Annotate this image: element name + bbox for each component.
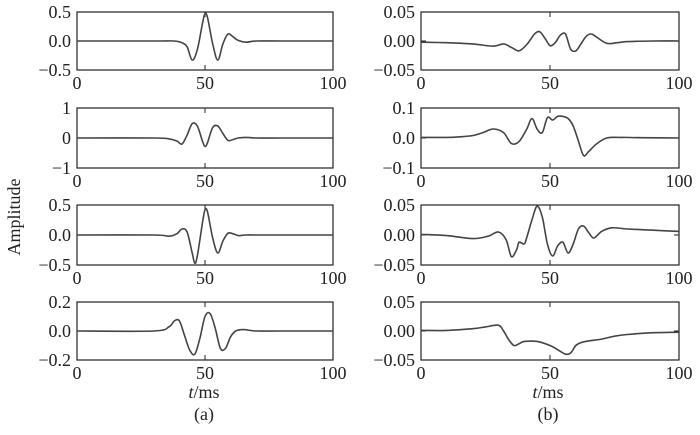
panel-a-1-ytick-label: 0.0	[49, 31, 72, 51]
panel-label-b: (b)	[538, 404, 559, 425]
panel-a-4: 0.2 0.0 −0.20 50 100	[38, 292, 346, 383]
panel-b-1-ytick-label: 0.00	[384, 31, 416, 51]
panel-a-3-ytick-label: 0.0	[49, 225, 72, 245]
panel-b-3-ytick-label: −0.05	[373, 255, 415, 275]
panel-a-2-ytick-label: 0	[62, 128, 71, 148]
panel-a-3-xtick-label: 50	[196, 268, 214, 288]
panel-a-3-ytick-label: 0.5	[49, 195, 72, 215]
panel-b-3-xtick-label: 0	[417, 268, 426, 288]
panel-a-3-xtick-label: 0	[73, 268, 82, 288]
panel-b-4-xtick-label: 100	[666, 363, 693, 383]
panel-a-2-series-line	[76, 122, 333, 148]
panel-b-3-ytick-label: 0.05	[384, 195, 416, 215]
panel-a-3-ytick-label: −0.5	[38, 255, 71, 275]
panel-a-2-xtick-label: 50	[196, 171, 214, 191]
x-axis-title-left: t/ms	[188, 382, 219, 402]
panel-b-3-ytick-label: 0.00	[384, 225, 416, 245]
panel-a-4-xtick-label: 0	[73, 363, 82, 383]
panel-b-1-xtick-label: 50	[541, 73, 559, 93]
panel-b-4-xtick-label: 0	[417, 363, 426, 383]
panel-b-1-series-line	[420, 30, 680, 53]
panel-b-3-series-line	[420, 205, 680, 258]
panel-a-4-ytick-label: 0.2	[49, 292, 72, 312]
panel-b-4-frame	[420, 301, 680, 361]
panel-b-2-ytick-label: 0.0	[393, 128, 416, 148]
panel-a-1-xtick-label: 0	[73, 73, 82, 93]
panel-a-3-series-line	[76, 207, 333, 265]
panel-a-1-xtick-label: 50	[196, 73, 214, 93]
panel-b-4-xtick-label: 50	[541, 363, 559, 383]
panel-a-4-ytick-label: 0.0	[49, 321, 72, 341]
x-axis-title-right: t/ms	[532, 382, 563, 402]
panel-a-1-series-line	[77, 12, 333, 61]
panel-a-4-xtick-label: 50	[196, 363, 214, 383]
panel-b-3-frame	[420, 204, 680, 266]
panel-b-4-series-line	[420, 324, 680, 356]
panel-b-2-ytick-label: 0.1	[393, 98, 416, 118]
panel-b-3-xtick-label: 100	[666, 268, 693, 288]
panel-a-1-ytick-label: 0.5	[49, 2, 72, 22]
panel-label-a: (a)	[194, 404, 214, 425]
panel-a-4-series-line	[76, 311, 333, 356]
panel-a-4-xtick-label: 100	[320, 363, 347, 383]
panel-a-2-xtick-label: 0	[73, 171, 82, 191]
panel-a-1-xtick-label: 100	[320, 73, 347, 93]
panel-b-2-ytick-label: −0.1	[382, 158, 415, 178]
panel-b-4-ytick-label: 0.05	[384, 292, 416, 312]
panel-a-2-ytick-label: −1	[52, 158, 71, 178]
panel-b-1-xtick-label: 0	[417, 73, 426, 93]
panel-a-3: 0.5 0.0 −0.50 50 100	[38, 195, 346, 288]
panel-a-1-ytick-label: −0.5	[38, 60, 71, 80]
panel-b-2-xtick-label: 0	[417, 171, 426, 191]
panel-b-4-ytick-label: 0.00	[384, 321, 416, 341]
panel-b-1-xtick-label: 100	[666, 73, 693, 93]
panel-b-1-ytick-label: 0.05	[384, 2, 416, 22]
panel-b-2-xtick-label: 50	[541, 171, 559, 191]
panel-a-3-xtick-label: 100	[320, 268, 347, 288]
y-axis-title: Amplitude	[4, 178, 24, 255]
panel-b-2: 0.1 0.0 −0.10 50 100	[382, 98, 692, 191]
panel-a-2: 10−10 50 100	[52, 98, 347, 191]
panel-b-4-ytick-label: −0.05	[373, 350, 415, 370]
panel-a-2-xtick-label: 100	[320, 171, 347, 191]
panel-a-2-ytick-label: 1	[62, 98, 71, 118]
panel-b-2-xtick-label: 100	[666, 171, 693, 191]
panel-b-3: 0.05 0.00 −0.050 50 100	[373, 195, 692, 288]
panel-a-4-ytick-label: −0.2	[38, 350, 71, 370]
panel-b-1-ytick-label: −0.05	[373, 60, 415, 80]
panel-b-4: 0.05 0.00 −0.050 50 100	[373, 292, 692, 383]
panel-b-3-xtick-label: 50	[541, 268, 559, 288]
panel-b-1: 0.05 0.00 −0.050 50 100	[373, 2, 692, 93]
panel-a-1: 0.5 0.0 −0.50 50 100	[38, 2, 346, 93]
panel-b-2-series-line	[420, 115, 680, 157]
